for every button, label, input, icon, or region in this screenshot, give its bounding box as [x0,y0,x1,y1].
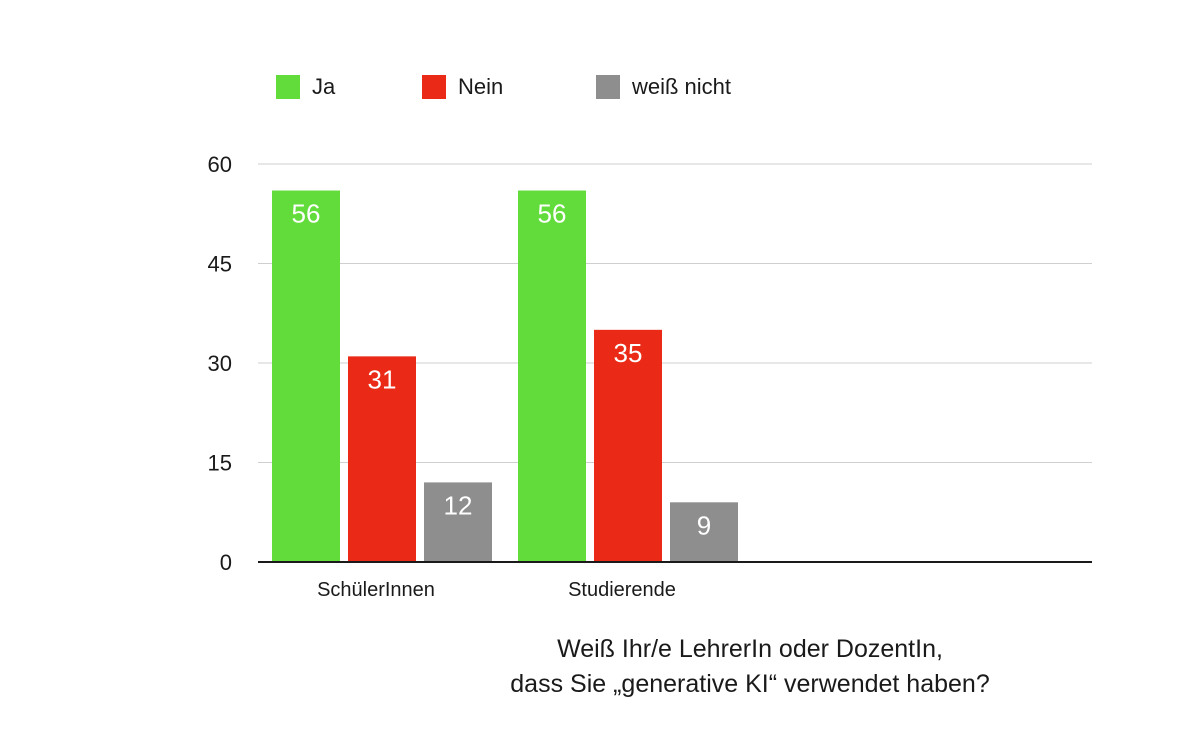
legend-swatch-nein [422,75,446,99]
data-label: 35 [614,338,643,368]
data-label: 56 [538,199,567,229]
chart-caption: Weiß Ihr/e LehrerIn oder DozentIn, dass … [440,632,1060,702]
legend-label-weiss-nicht: weiß nicht [632,74,732,99]
y-tick-label: 0 [220,550,232,575]
legend-swatch-weiss-nicht [596,75,620,99]
bar [424,482,492,562]
legend-label-ja: Ja [312,74,336,99]
y-tick-label: 45 [208,252,232,277]
bar [594,329,662,562]
y-tick-label: 60 [208,152,232,177]
bar [348,356,416,562]
legend-item-nein: Nein [422,74,503,100]
data-label: 31 [368,364,397,394]
caption-line-2: dass Sie „generative KI“ verwendet haben… [510,670,990,698]
legend-item-ja: Ja [276,74,335,100]
data-label: 9 [697,510,711,540]
caption-line-1: Weiß Ihr/e LehrerIn oder DozentIn, [557,635,943,663]
bar [518,190,586,563]
x-category-label: SchülerInnen [317,579,435,601]
data-label: 12 [444,490,473,520]
legend-item-weiss-nicht: weiß nicht [596,74,731,100]
bar [670,502,738,562]
y-tick-label: 30 [208,351,232,376]
legend-swatch-ja [276,75,300,99]
x-category-label: Studierende [568,579,676,601]
y-tick-label: 15 [208,451,232,476]
data-label: 56 [292,199,321,229]
bar [272,190,340,563]
legend-label-nein: Nein [458,74,504,99]
